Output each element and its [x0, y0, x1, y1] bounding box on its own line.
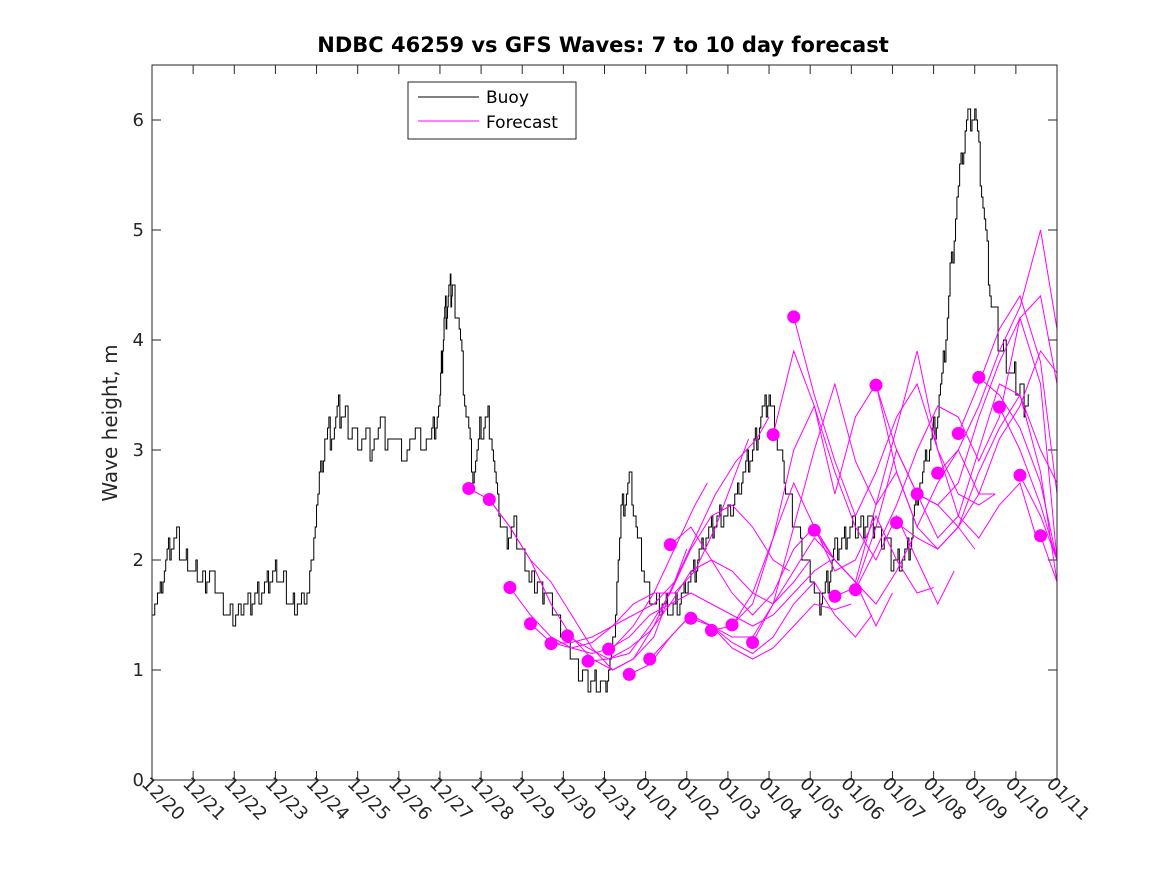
forecast-start-point: [931, 466, 945, 480]
forecast-series-line: [567, 504, 790, 660]
forecast-series-line: [1019, 475, 1058, 561]
forecast-start-point: [581, 654, 595, 668]
forecast-start-point: [910, 487, 924, 501]
forecast-start-point: [972, 370, 986, 384]
forecast-start-point: [462, 482, 476, 495]
forecast-series-line: [957, 294, 1058, 495]
forecast-series-line: [772, 349, 996, 529]
axes-box: [151, 64, 1058, 781]
forecast-series-line: [550, 416, 770, 645]
legend-forecast-label: Forecast: [486, 113, 558, 133]
forecast-markers: [462, 310, 1048, 681]
forecast-series-line: [608, 559, 832, 650]
forecast-start-point: [684, 611, 698, 625]
forecast-series-line: [793, 316, 996, 518]
forecast-series-line: [978, 377, 1058, 561]
forecast-series-line: [690, 537, 914, 638]
forecast-start-point: [560, 629, 574, 643]
forecast-series-line: [854, 316, 1058, 590]
forecast-series-line: [530, 438, 749, 649]
forecast-start-point: [890, 516, 904, 530]
y-tick-label: 4: [133, 330, 144, 351]
y-tick-label: 6: [133, 110, 144, 131]
forecast-series-line: [896, 393, 1058, 550]
forecast-start-point: [622, 667, 636, 681]
forecast-start-point: [787, 310, 801, 324]
forecast-start-point: [643, 652, 657, 666]
plot-area: [152, 65, 1057, 780]
forecast-series-line: [587, 559, 811, 662]
forecast-series-line: [813, 350, 1037, 583]
forecast-start-point: [869, 378, 883, 392]
forecast-start-point: [807, 523, 821, 537]
forecast-series-line: [937, 229, 1058, 474]
forecast-start-point: [746, 636, 760, 649]
legend: Buoy Forecast: [407, 81, 577, 140]
forecast-start-point: [951, 427, 965, 440]
buoy-series-line: [152, 108, 1030, 693]
forecast-start-point: [766, 428, 780, 442]
forecast-start-point: [992, 400, 1006, 414]
forecast-series-line: [1040, 535, 1058, 583]
forecast-series-line: [711, 481, 934, 631]
forecast-series-line: [998, 406, 1058, 561]
y-tick-label: 1: [133, 660, 144, 681]
forecast-start-point: [544, 637, 558, 651]
legend-buoy-label: Buoy: [486, 88, 529, 108]
forecast-start-point: [663, 538, 677, 552]
forecast-start-point: [503, 581, 517, 594]
forecast-start-point: [725, 618, 739, 632]
forecast-start-point: [704, 623, 718, 637]
forecast-start-point: [523, 617, 537, 631]
y-tick-label: 5: [133, 220, 144, 241]
forecast-start-point: [848, 583, 862, 597]
forecast-start-point: [602, 642, 616, 656]
forecast-start-point: [828, 589, 842, 603]
forecast-start-point: [1013, 468, 1027, 482]
forecast-start-point: [482, 493, 496, 506]
chart-title: NDBC 46259 vs GFS Waves: 7 to 10 day for…: [317, 33, 888, 57]
forecast-series-line: [875, 349, 1058, 528]
y-tick-label: 0: [133, 770, 144, 791]
y-axis-label: Wave height, m: [98, 344, 122, 501]
forecast-series-line: [731, 404, 955, 626]
y-tick-label: 2: [133, 550, 144, 571]
legend-box: [407, 81, 577, 140]
y-tick-label: 3: [133, 440, 144, 461]
forecast-series-line: [834, 383, 1058, 597]
forecast-series-line: [916, 294, 1058, 506]
forecast-start-point: [1034, 529, 1048, 543]
forecast-series-line: [628, 603, 852, 675]
